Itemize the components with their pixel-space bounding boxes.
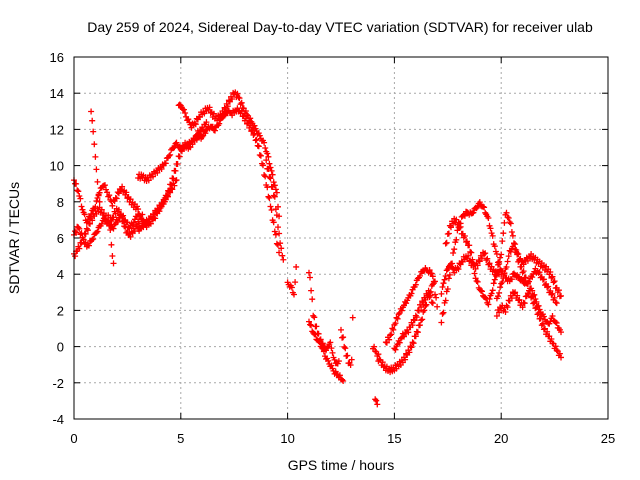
series-track6 (135, 105, 283, 256)
data-point-markers (306, 318, 347, 384)
y-tick-label: -4 (52, 412, 64, 427)
y-tick-label: 8 (57, 195, 64, 210)
series-track7 (135, 119, 210, 184)
data-point-markers (175, 89, 283, 220)
series-track17 (391, 287, 436, 353)
data-point-markers (493, 240, 565, 302)
data-point-markers (135, 119, 210, 184)
series-track20 (442, 209, 565, 361)
x-tick-label: 0 (70, 431, 77, 446)
y-tick-label: 6 (57, 231, 64, 246)
data-point-markers (284, 263, 300, 298)
series-track12 (306, 318, 347, 384)
y-tick-label: 14 (50, 86, 64, 101)
y-tick-label: -2 (52, 376, 64, 391)
data-point-markers (382, 265, 441, 346)
x-tick-label: 25 (601, 431, 615, 446)
y-axis-label: SDTVAR / TECUs (6, 182, 22, 294)
data-point-markers (263, 157, 287, 263)
series-track21 (493, 240, 565, 302)
data-point-markers (135, 105, 283, 256)
grid (74, 57, 608, 419)
data-point-markers (306, 269, 342, 367)
series-track18 (438, 199, 505, 326)
series-track14 (372, 358, 382, 408)
plot-frame (73, 56, 609, 420)
x-tick-label: 10 (280, 431, 294, 446)
data-point-markers (105, 212, 117, 267)
series-track16 (382, 265, 441, 346)
data-point-markers (438, 199, 505, 326)
y-tick-label: 16 (50, 50, 64, 65)
y-tick-label: 0 (57, 340, 64, 355)
data-point-markers (372, 358, 382, 408)
data-point-markers (88, 108, 103, 205)
x-tick-label: 5 (177, 431, 184, 446)
data-point-markers (493, 285, 565, 336)
data-point-markers (442, 209, 565, 361)
chart-title: Day 259 of 2024, Sidereal Day-to-day VTE… (87, 19, 593, 35)
y-tick-label: 2 (57, 303, 64, 318)
y-tick-label: 12 (50, 122, 64, 137)
axis-ticks: 0 5 10 15 20 25 -4 -2 0 2 4 6 8 10 12 14 16 (50, 50, 616, 446)
series-track22 (493, 285, 565, 336)
x-axis-label: GPS time / hours (288, 457, 395, 473)
data-points (71, 89, 565, 408)
x-tick-label: 20 (494, 431, 508, 446)
data-point-markers (338, 314, 356, 368)
series-track8 (175, 89, 283, 220)
series-track13 (338, 314, 356, 368)
x-tick-label: 15 (387, 431, 401, 446)
data-point-markers (391, 287, 436, 353)
series-track4 (88, 108, 103, 205)
series-track10 (284, 263, 300, 298)
y-tick-label: 10 (50, 159, 64, 174)
y-tick-label: 4 (57, 267, 64, 282)
series-track9 (263, 157, 287, 263)
series-track11 (306, 269, 342, 367)
series-track5 (105, 212, 117, 267)
